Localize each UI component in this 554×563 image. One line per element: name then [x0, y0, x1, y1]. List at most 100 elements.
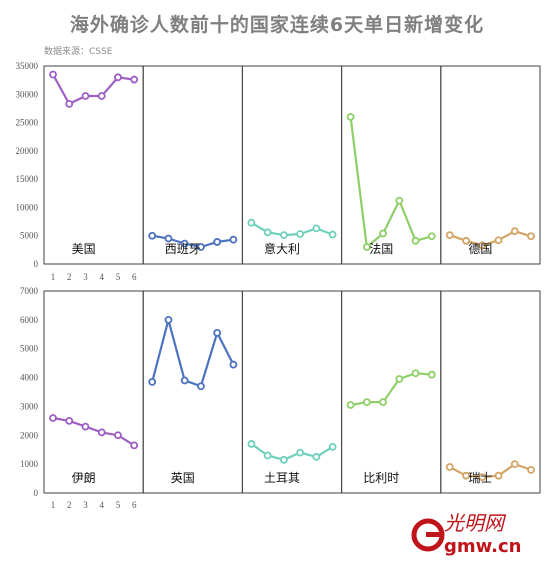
x-tick-label: 2: [67, 272, 72, 282]
data-point: [97, 428, 106, 437]
panel-label: 美国: [72, 242, 96, 256]
data-point: [510, 460, 519, 469]
data-point: [164, 234, 173, 243]
data-point: [263, 451, 272, 460]
x-tick-label: 1: [51, 272, 56, 282]
data-point: [379, 229, 387, 238]
gmw-logo: 光明网 gmw.cn: [411, 511, 521, 557]
data-point: [312, 224, 321, 233]
data-point: [296, 448, 305, 457]
x-tick-label: 6: [132, 500, 137, 510]
y-tick-label: 35000: [16, 61, 39, 71]
data-point: [379, 398, 387, 407]
data-point: [395, 375, 404, 383]
panel-label: 法国: [369, 242, 393, 256]
panel-label: 比利时: [363, 471, 399, 485]
logo-domain: gmw.cn: [444, 536, 521, 557]
data-point: [494, 471, 503, 480]
logo-text: 光明网: [444, 511, 507, 535]
panel-frame: [43, 290, 144, 494]
y-tick-label: 2000: [20, 430, 39, 440]
data-point: [279, 455, 288, 464]
data-point: [462, 236, 470, 245]
data-point: [114, 431, 122, 440]
x-tick-label: 2: [67, 500, 72, 510]
data-point: [213, 238, 222, 246]
y-tick-label: 20000: [16, 146, 39, 156]
data-point: [263, 228, 272, 237]
panel-frame: [440, 65, 541, 265]
x-tick-label: 6: [132, 272, 137, 282]
data-point: [411, 236, 420, 245]
data-point: [478, 473, 487, 482]
y-tick-label: 15000: [16, 174, 39, 184]
series-line: [52, 73, 135, 106]
y-tick-label: 30000: [16, 89, 39, 99]
data-point: [148, 377, 157, 386]
y-tick-label: 0: [34, 488, 39, 498]
data-point: [197, 243, 205, 251]
panel-label: 英国: [171, 471, 195, 485]
series-line: [250, 443, 334, 461]
panel-label: 土耳其: [264, 471, 300, 485]
data-point: [229, 235, 238, 244]
data-point: [247, 440, 256, 448]
data-point: [395, 196, 404, 205]
x-tick-label: 3: [83, 272, 88, 282]
data-point: [97, 92, 106, 100]
y-tick-label: 10000: [16, 202, 39, 212]
panel-frame: [241, 290, 343, 494]
data-point: [427, 370, 436, 379]
series-line: [151, 318, 235, 388]
data-point: [49, 70, 57, 79]
data-point: [130, 75, 139, 84]
panel-label: 德国: [468, 241, 492, 256]
panel-frame: [142, 290, 243, 494]
data-point: [510, 227, 519, 236]
y-tick-label: 5000: [20, 231, 39, 241]
data-point: [445, 231, 454, 240]
series-line: [250, 221, 333, 237]
data-point: [81, 92, 90, 100]
data-point: [478, 241, 487, 250]
panel-label: 意大利: [264, 241, 300, 256]
y-tick-label: 5000: [20, 344, 39, 354]
data-point: [427, 232, 436, 241]
data-point: [180, 376, 189, 385]
data-point: [130, 441, 139, 450]
data-point: [180, 239, 189, 248]
series-line: [52, 416, 135, 447]
panel-frame: [142, 65, 243, 265]
data-point: [114, 73, 122, 82]
data-point: [411, 369, 420, 378]
data-point: [312, 453, 321, 461]
y-tick-label: 6000: [20, 315, 39, 325]
data-point: [279, 231, 288, 240]
data-point: [247, 218, 256, 227]
data-point: [328, 230, 337, 239]
y-tick-label: 1000: [20, 459, 39, 469]
series-line: [349, 116, 433, 249]
data-point: [527, 232, 535, 241]
data-point: [213, 328, 222, 337]
data-point: [362, 398, 371, 407]
data-point: [81, 422, 90, 431]
chart-title: 海外确诊人数前十的国家连续6天单日新增变化: [69, 14, 485, 36]
data-point: [65, 416, 74, 425]
panel-label: 伊朗: [72, 471, 96, 485]
data-source-note: 数据来源：CSSE: [44, 47, 113, 57]
data-point: [229, 360, 238, 369]
data-point: [148, 231, 157, 240]
y-tick-label: 3000: [20, 401, 39, 411]
data-point: [462, 471, 470, 480]
data-point: [328, 442, 337, 451]
data-point: [49, 414, 57, 422]
x-tick-label: 4: [99, 500, 104, 510]
y-tick-label: 25000: [16, 118, 39, 128]
data-point: [197, 382, 205, 391]
x-tick-label: 5: [116, 500, 121, 510]
data-point: [346, 113, 355, 121]
data-point: [65, 100, 74, 108]
data-point: [346, 401, 355, 409]
